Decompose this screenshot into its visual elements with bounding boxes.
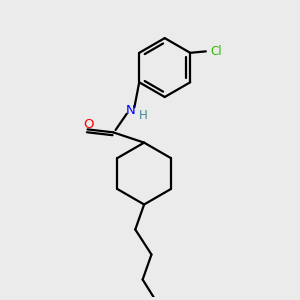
Text: O: O [83, 118, 94, 131]
Text: N: N [126, 104, 136, 117]
Text: H: H [139, 109, 148, 122]
Text: Cl: Cl [211, 45, 223, 58]
